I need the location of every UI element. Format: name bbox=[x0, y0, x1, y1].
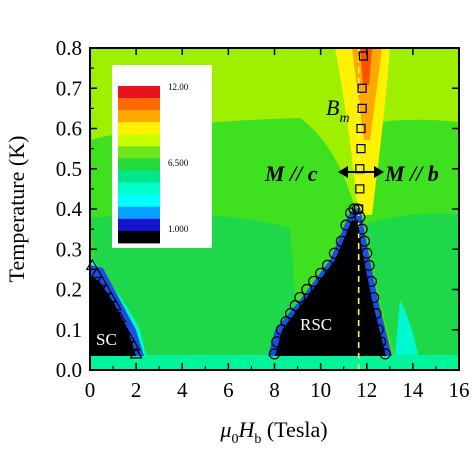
circle-marker bbox=[379, 348, 391, 360]
triangle-marker bbox=[127, 339, 141, 351]
colorbar-swatches bbox=[118, 86, 160, 244]
circle-marker bbox=[358, 235, 371, 247]
colorbar-swatch bbox=[118, 158, 160, 171]
x-tick-label: 16 bbox=[449, 378, 470, 402]
x-axis: 0 2 4 6 8 10 12 14 16 bbox=[85, 48, 470, 402]
double-arrow-icon bbox=[338, 166, 384, 178]
triangle-marker bbox=[99, 282, 113, 295]
circle-marker bbox=[321, 259, 334, 271]
colorbar-swatch bbox=[118, 170, 160, 184]
triangle-marker bbox=[90, 266, 104, 278]
triangle-marker bbox=[113, 310, 127, 323]
circle-marker bbox=[348, 203, 360, 215]
colorbar-swatch bbox=[118, 86, 160, 99]
circle-marker bbox=[370, 308, 382, 320]
y-tick-label: 0.2 bbox=[56, 278, 82, 302]
circle-marker bbox=[340, 219, 352, 231]
square-marker bbox=[356, 123, 366, 134]
colorbar-swatch bbox=[118, 218, 160, 232]
triangle-marker bbox=[94, 274, 109, 287]
y-tick-label: 0.4 bbox=[56, 197, 83, 221]
circle-marker bbox=[363, 259, 375, 271]
colorbar-swatch bbox=[118, 206, 160, 220]
x-tick-label: 0 bbox=[85, 378, 96, 402]
colorbar-label-max: 12.00 bbox=[168, 82, 189, 92]
circle-marker bbox=[294, 291, 306, 304]
square-marker bbox=[357, 103, 367, 113]
circle-marker bbox=[356, 223, 368, 235]
m-parallel-b-label: M // b bbox=[384, 161, 439, 186]
y-axis-title: Temperature (K) bbox=[4, 136, 29, 283]
y-tick-label: 0.6 bbox=[56, 117, 82, 141]
x-title-subb: b bbox=[254, 432, 261, 447]
x-tick-label: 4 bbox=[177, 378, 188, 402]
circle-marker bbox=[271, 336, 283, 348]
colorbar-swatch bbox=[118, 182, 160, 196]
square-marker bbox=[354, 204, 364, 214]
x-title-sub0: 0 bbox=[231, 432, 238, 447]
x-tick-label: 10 bbox=[310, 378, 331, 402]
colorbar-swatch bbox=[118, 146, 160, 159]
circle-marker bbox=[372, 324, 384, 336]
y-tick-label: 0.3 bbox=[56, 237, 82, 261]
x-tick-label: 2 bbox=[131, 378, 142, 402]
circle-marker bbox=[365, 275, 377, 288]
colorbar-swatch bbox=[118, 134, 160, 147]
circle-marker bbox=[374, 336, 387, 348]
circle-marker bbox=[308, 275, 320, 288]
m-parallel-c-label: M // c bbox=[264, 161, 318, 186]
bm-label: Bm bbox=[326, 95, 350, 126]
x-axis-title: μ0Hb (Tesla) bbox=[219, 417, 327, 447]
colorbar-label-mid: 6.500 bbox=[168, 158, 189, 168]
rsc-region-label: RSC bbox=[300, 315, 332, 334]
y-tick-label: 0.8 bbox=[56, 36, 82, 60]
y-tick-label: 0.0 bbox=[56, 358, 82, 382]
heat-region-green-right bbox=[365, 213, 459, 355]
colorbar-swatch bbox=[118, 194, 160, 208]
bm-label-main: B bbox=[326, 95, 339, 120]
square-marker bbox=[356, 144, 366, 154]
circle-marker bbox=[301, 283, 313, 296]
triangle-marker bbox=[118, 323, 132, 335]
x-tick-label: 6 bbox=[223, 378, 234, 402]
triangle-marker bbox=[122, 331, 136, 343]
square-marker bbox=[358, 51, 368, 61]
circle-marker bbox=[361, 247, 373, 259]
x-title-h: H bbox=[237, 417, 255, 442]
y-tick-label: 0.1 bbox=[56, 318, 82, 342]
x-tick-label: 14 bbox=[402, 378, 424, 402]
x-title-mu: μ bbox=[219, 417, 231, 442]
heat-region-red bbox=[360, 48, 372, 85]
heat-region-green bbox=[90, 214, 300, 355]
circle-marker bbox=[328, 247, 341, 259]
x-tick-label: 12 bbox=[356, 378, 377, 402]
bm-label-sub: m bbox=[339, 111, 349, 126]
colorbar-swatch bbox=[118, 110, 160, 123]
triangle-marker bbox=[129, 347, 143, 359]
triangle-marker bbox=[108, 298, 122, 311]
square-marker bbox=[357, 83, 367, 93]
square-marker bbox=[355, 184, 365, 194]
circle-marker bbox=[354, 211, 366, 223]
circle-marker bbox=[335, 235, 347, 247]
y-tick-label: 0.7 bbox=[56, 76, 82, 100]
heat-region-black-left bbox=[90, 275, 136, 356]
circle-marker bbox=[315, 267, 327, 279]
colorbar-swatch bbox=[118, 122, 160, 135]
sc-region-label: SC bbox=[96, 330, 117, 349]
heat-region-aqua-right bbox=[395, 300, 418, 355]
circle-marker bbox=[368, 291, 380, 304]
x-title-unit: (Tesla) bbox=[261, 417, 327, 442]
circle-marker bbox=[268, 348, 281, 360]
colorbar-swatch bbox=[118, 98, 160, 111]
colorbar-legend: 12.00 6.500 1.000 bbox=[112, 65, 212, 248]
triangle-marker bbox=[104, 290, 118, 303]
y-tick-label: 0.5 bbox=[56, 157, 82, 181]
x-tick-label: 8 bbox=[269, 378, 280, 402]
heat-region-orange bbox=[352, 48, 382, 140]
colorbar-swatch bbox=[118, 230, 160, 244]
y-axis: 0.0 0.1 0.2 0.3 0.4 0.5 0.6 0.7 0.8 bbox=[56, 36, 459, 382]
colorbar-label-min: 1.000 bbox=[168, 224, 189, 234]
